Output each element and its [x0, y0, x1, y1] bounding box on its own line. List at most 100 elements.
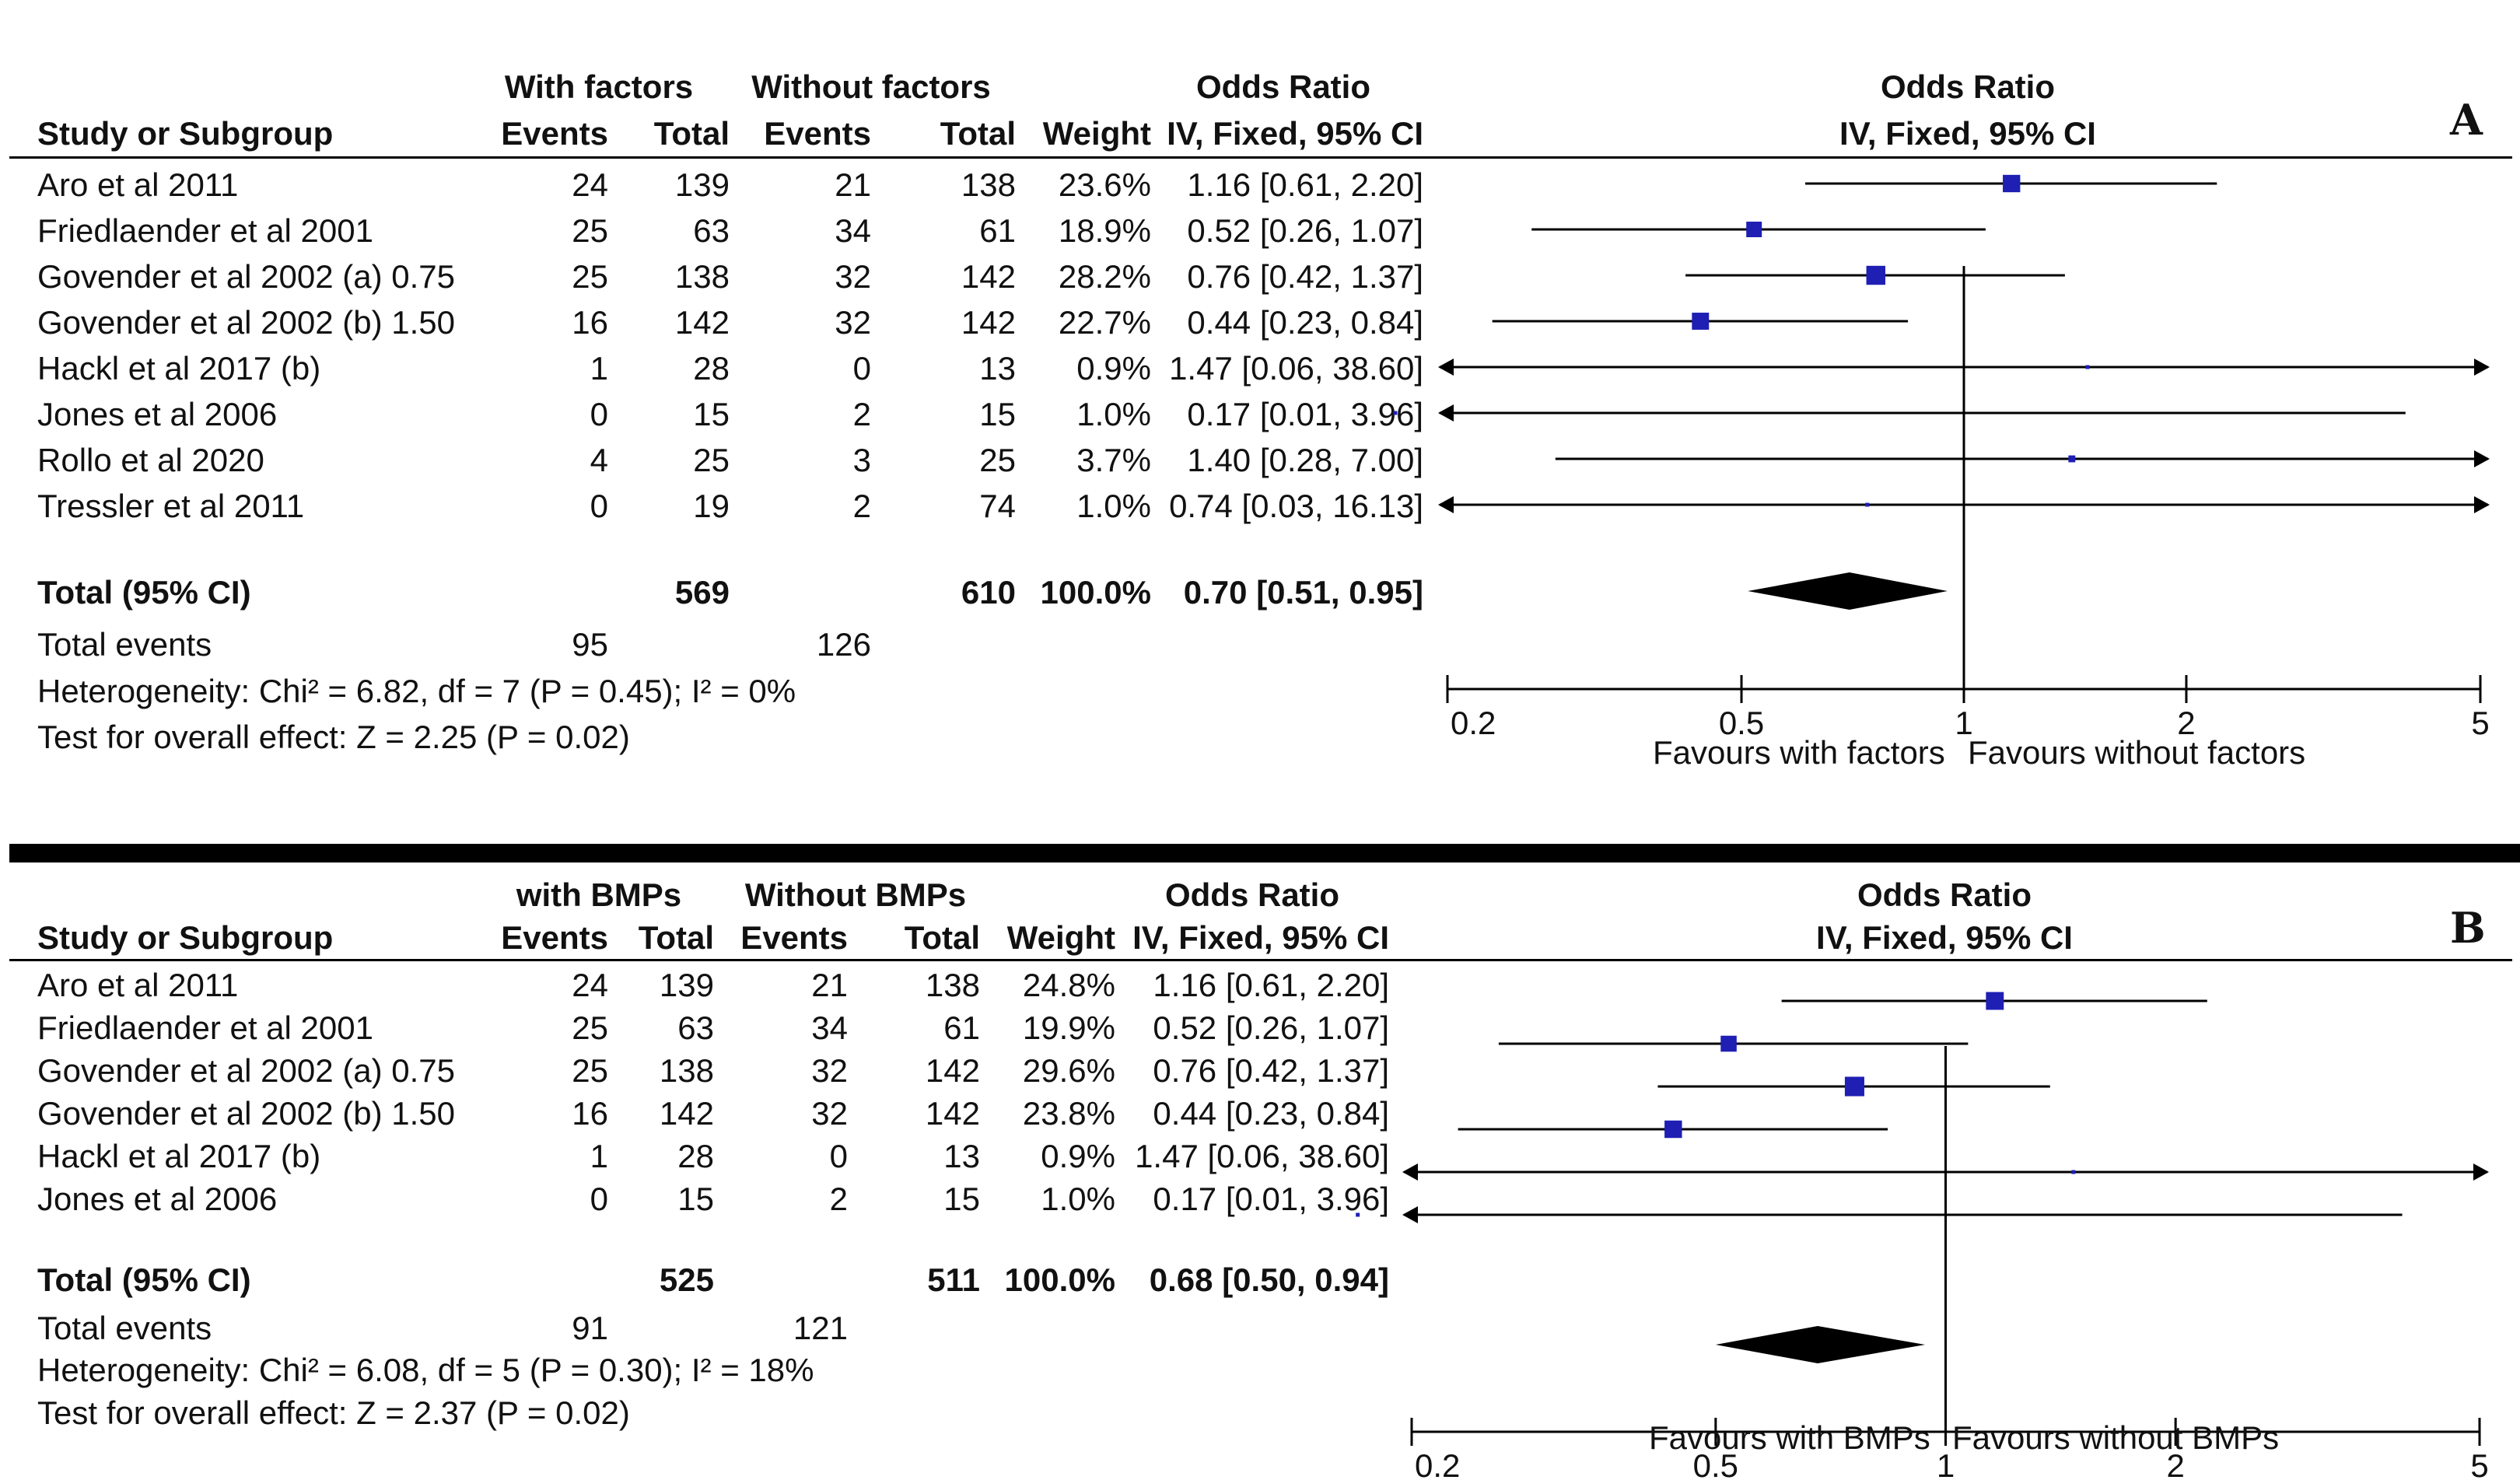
plot-title-header: Odds Ratio	[1857, 876, 2032, 913]
total1: 525	[659, 1261, 714, 1298]
total1-header: Total	[653, 115, 730, 152]
forest-plot-a: 0.2 0.5 1 2 5	[1393, 174, 2490, 741]
x-tick-label: 2	[2177, 705, 2195, 741]
total1: 63	[693, 212, 730, 249]
forest-panel-b: with BMPs Without BMPs Odds Ratio Odds R…	[0, 844, 2520, 1480]
weight: 28.2%	[1058, 258, 1151, 295]
events2-header: Events	[740, 919, 848, 956]
events2: 2	[852, 488, 871, 524]
or-title-header: Odds Ratio	[1195, 68, 1370, 105]
heterogeneity-text: Heterogeneity: Chi² = 6.08, df = 5 (P = …	[37, 1352, 814, 1388]
odds-ratio-ci: 1.47 [0.06, 38.60]	[1169, 350, 1423, 387]
events1: 24	[572, 967, 608, 1003]
study-name: Rollo et al 2020	[37, 442, 264, 478]
ci-arrow-right	[2474, 496, 2490, 513]
study-name: Aro et al 2011	[37, 967, 239, 1003]
odds-ratio-ci: 0.17 [0.01, 3.96]	[1153, 1181, 1389, 1217]
odds-ratio-ci: 1.40 [0.28, 7.00]	[1187, 442, 1423, 478]
total-label: Total (95% CI)	[37, 574, 251, 611]
odds-ratio-ci: 1.47 [0.06, 38.60]	[1135, 1138, 1389, 1174]
x-tick-label: 1	[1937, 1447, 1955, 1480]
weight: 19.9%	[1022, 1009, 1115, 1046]
study-marker	[1844, 1076, 1864, 1097]
events1: 25	[572, 258, 608, 295]
overall-effect-text: Test for overall effect: Z = 2.37 (P = 0…	[37, 1394, 630, 1431]
total2: 138	[925, 967, 980, 1003]
weight: 22.7%	[1058, 304, 1151, 341]
events1-header: Events	[501, 115, 608, 152]
events2: 32	[811, 1052, 848, 1089]
header-rule	[9, 959, 2512, 961]
total1: 138	[674, 258, 730, 295]
or-method-header: IV, Fixed, 95% CI	[1167, 115, 1423, 152]
weight: 0.9%	[1076, 350, 1151, 387]
group2-header: Without factors	[751, 68, 991, 105]
study-name: Friedlaender et al 2001	[37, 212, 373, 249]
x-tick-label: 5	[2470, 1447, 2488, 1480]
heterogeneity-text: Heterogeneity: Chi² = 6.82, df = 7 (P = …	[37, 673, 796, 709]
events1: 25	[572, 1009, 608, 1046]
plot-method-header: IV, Fixed, 95% CI	[1839, 115, 2096, 152]
odds-ratio-ci: 1.16 [0.61, 2.20]	[1187, 166, 1423, 203]
total-weight: 100.0%	[1040, 574, 1151, 611]
total1: 15	[693, 396, 730, 432]
total1: 28	[693, 350, 730, 387]
events2: 2	[852, 396, 871, 432]
odds-ratio-ci: 0.44 [0.23, 0.84]	[1187, 304, 1423, 341]
pooled-ci: 0.70 [0.51, 0.95]	[1183, 574, 1423, 611]
panel-letter: B	[2450, 903, 2486, 953]
study-name: Govender et al 2002 (b) 1.50	[37, 304, 456, 341]
total2: 61	[979, 212, 1016, 249]
total1: 142	[674, 304, 730, 341]
events2: 32	[835, 258, 871, 295]
events2-header: Events	[764, 115, 871, 152]
events1: 25	[572, 1052, 608, 1089]
total1-header: Total	[638, 919, 714, 956]
ci-arrow-left	[1438, 359, 1454, 376]
events1: 0	[590, 488, 608, 524]
study-name: Hackl et al 2017 (b)	[37, 1138, 321, 1174]
weight: 3.7%	[1076, 442, 1151, 478]
or-title-header: Odds Ratio	[1164, 876, 1339, 913]
favours-left-label: Favours with BMPs	[1649, 1419, 1930, 1456]
study-name: Jones et al 2006	[37, 1181, 278, 1217]
pooled-ci: 0.68 [0.50, 0.94]	[1149, 1261, 1389, 1298]
study-marker	[1746, 222, 1762, 237]
total2: 142	[925, 1052, 980, 1089]
x-tick-label: 2	[2166, 1447, 2184, 1480]
ci-arrow-right	[2473, 1163, 2489, 1181]
events1: 24	[572, 166, 608, 203]
events2: 32	[811, 1095, 848, 1132]
total2: 74	[979, 488, 1016, 524]
weight: 0.9%	[1041, 1138, 1115, 1174]
x-tick-label: 1	[1955, 705, 1972, 741]
total2: 142	[961, 304, 1016, 341]
pooled-diamond	[1748, 572, 1948, 610]
favours-left-label: Favours with factors	[1653, 734, 1945, 771]
study-marker	[1720, 1035, 1737, 1052]
total2: 15	[943, 1181, 980, 1217]
total-label: Total (95% CI)	[37, 1261, 251, 1298]
study-marker	[1664, 1120, 1682, 1139]
ci-arrow-left	[1438, 404, 1454, 422]
study-name: Friedlaender et al 2001	[37, 1009, 373, 1046]
odds-ratio-ci: 0.74 [0.03, 16.13]	[1169, 488, 1423, 524]
odds-ratio-ci: 1.16 [0.61, 2.20]	[1153, 967, 1389, 1003]
overall-effect-text: Test for overall effect: Z = 2.25 (P = 0…	[37, 719, 630, 755]
study-name: Govender et al 2002 (b) 1.50	[37, 1095, 456, 1132]
x-tick-label: 0.2	[1415, 1447, 1460, 1480]
events2: 0	[852, 350, 871, 387]
events1: 4	[590, 442, 608, 478]
ci-arrow-left	[1402, 1206, 1418, 1223]
events2: 0	[829, 1138, 848, 1174]
total2: 13	[943, 1138, 980, 1174]
study-marker	[1393, 411, 1398, 415]
plot-title-header: Odds Ratio	[1880, 68, 2055, 105]
total-events-label: Total events	[37, 1310, 212, 1346]
total2: 142	[961, 258, 1016, 295]
pooled-diamond	[1715, 1326, 1926, 1363]
x-tick-label: 0.2	[1451, 705, 1496, 741]
weight: 1.0%	[1041, 1181, 1115, 1217]
total2: 142	[925, 1095, 980, 1132]
total2-header: Total	[940, 115, 1016, 152]
